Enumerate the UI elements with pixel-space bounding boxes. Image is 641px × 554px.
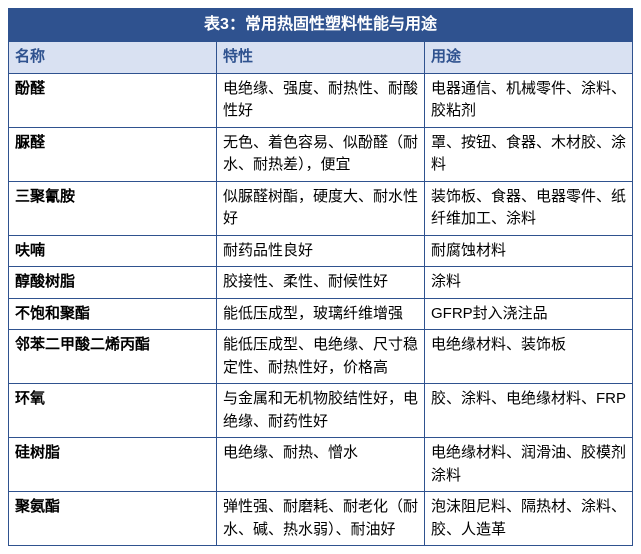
cell-feature: 似脲醛树酯，硬度大、耐水性好 — [217, 181, 425, 235]
cell-feature: 胶接性、柔性、耐候性好 — [217, 267, 425, 299]
table-row: 聚氨酯弹性强、耐磨耗、耐老化（耐水、碱、热水弱）、耐油好泡沫阻尼料、隔热材、涂料… — [9, 492, 633, 546]
cell-name: 不饱和聚酯 — [9, 298, 217, 330]
cell-use: 泡沫阻尼料、隔热材、涂料、胶、人造革 — [425, 492, 633, 546]
cell-use: GFRP封入浇注品 — [425, 298, 633, 330]
cell-name: 三聚氰胺 — [9, 181, 217, 235]
table-row: 醇酸树脂胶接性、柔性、耐候性好涂料 — [9, 267, 633, 299]
table-row: 硅树脂电绝缘、耐热、憎水电绝缘材料、润滑油、胶模剂涂料 — [9, 438, 633, 492]
cell-feature: 能低压成型、电绝缘、尺寸稳定性、耐热性好，价格高 — [217, 330, 425, 384]
cell-name: 邻苯二甲酸二烯丙酯 — [9, 330, 217, 384]
cell-feature: 耐药品性良好 — [217, 235, 425, 267]
cell-feature: 电绝缘、耐热、憎水 — [217, 438, 425, 492]
table-title: 表3：常用热固性塑料性能与用途 — [9, 9, 633, 42]
table-row: 不饱和聚酯能低压成型，玻璃纤维增强GFRP封入浇注品 — [9, 298, 633, 330]
table-row: 呋喃耐药品性良好耐腐蚀材料 — [9, 235, 633, 267]
header-feature: 特性 — [217, 42, 425, 74]
cell-name: 聚氨酯 — [9, 492, 217, 546]
cell-use: 电绝缘材料、润滑油、胶模剂涂料 — [425, 438, 633, 492]
cell-use: 胶、涂料、电绝缘材料、FRP — [425, 384, 633, 438]
table-header-row: 名称 特性 用途 — [9, 42, 633, 74]
cell-feature: 与金属和无机物胶结性好，电绝缘、耐药性好 — [217, 384, 425, 438]
cell-use: 耐腐蚀材料 — [425, 235, 633, 267]
header-name: 名称 — [9, 42, 217, 74]
table-row: 环氧与金属和无机物胶结性好，电绝缘、耐药性好胶、涂料、电绝缘材料、FRP — [9, 384, 633, 438]
table-title-row: 表3：常用热固性塑料性能与用途 — [9, 9, 633, 42]
header-use: 用途 — [425, 42, 633, 74]
table-row: 邻苯二甲酸二烯丙酯能低压成型、电绝缘、尺寸稳定性、耐热性好，价格高电绝缘材料、装… — [9, 330, 633, 384]
cell-feature: 弹性强、耐磨耗、耐老化（耐水、碱、热水弱）、耐油好 — [217, 492, 425, 546]
cell-name: 酚醛 — [9, 73, 217, 127]
table-row: 脲醛无色、着色容易、似酚醛（耐水、耐热差），便宜罩、按钮、食器、木材胶、涂料 — [9, 127, 633, 181]
cell-use: 装饰板、食器、电器零件、纸纤维加工、涂料 — [425, 181, 633, 235]
cell-use: 涂料 — [425, 267, 633, 299]
cell-feature: 电绝缘、强度、耐热性、耐酸性好 — [217, 73, 425, 127]
table-row: 酚醛电绝缘、强度、耐热性、耐酸性好电器通信、机械零件、涂料、胶粘剂 — [9, 73, 633, 127]
cell-feature: 能低压成型，玻璃纤维增强 — [217, 298, 425, 330]
data-table: 表3：常用热固性塑料性能与用途 名称 特性 用途 酚醛电绝缘、强度、耐热性、耐酸… — [8, 8, 633, 546]
cell-name: 环氧 — [9, 384, 217, 438]
cell-use: 电器通信、机械零件、涂料、胶粘剂 — [425, 73, 633, 127]
cell-name: 醇酸树脂 — [9, 267, 217, 299]
table-row: 三聚氰胺似脲醛树酯，硬度大、耐水性好装饰板、食器、电器零件、纸纤维加工、涂料 — [9, 181, 633, 235]
cell-use: 电绝缘材料、装饰板 — [425, 330, 633, 384]
table-body: 酚醛电绝缘、强度、耐热性、耐酸性好电器通信、机械零件、涂料、胶粘剂脲醛无色、着色… — [9, 73, 633, 546]
cell-use: 罩、按钮、食器、木材胶、涂料 — [425, 127, 633, 181]
cell-feature: 无色、着色容易、似酚醛（耐水、耐热差），便宜 — [217, 127, 425, 181]
cell-name: 脲醛 — [9, 127, 217, 181]
cell-name: 呋喃 — [9, 235, 217, 267]
cell-name: 硅树脂 — [9, 438, 217, 492]
thermoset-plastics-table: 表3：常用热固性塑料性能与用途 名称 特性 用途 酚醛电绝缘、强度、耐热性、耐酸… — [8, 8, 633, 546]
